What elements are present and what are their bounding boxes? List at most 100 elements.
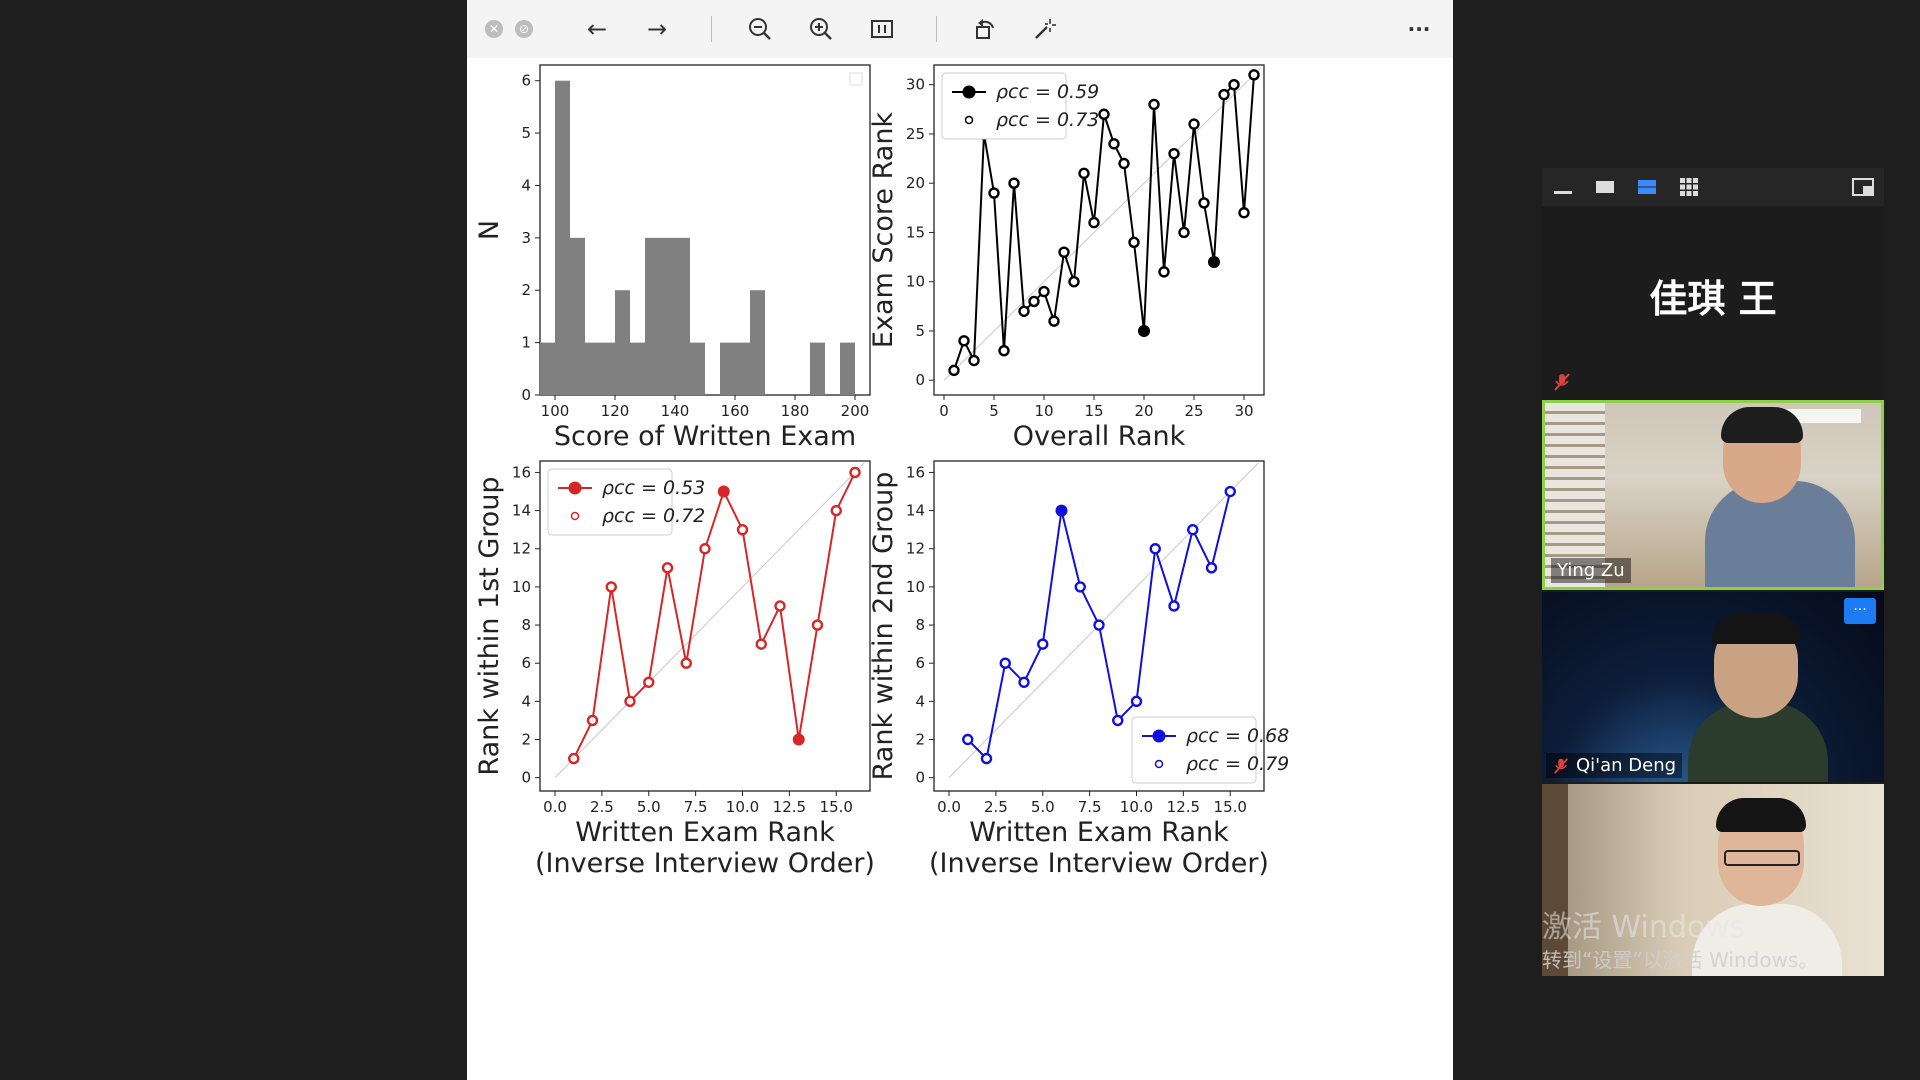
y-axis-label: N <box>474 220 505 240</box>
data-point <box>1068 276 1080 288</box>
gallery-strip-icon[interactable] <box>1636 178 1658 196</box>
data-point <box>1158 266 1170 278</box>
legend-filled-marker <box>962 85 976 99</box>
fit-page-button[interactable] <box>864 12 900 46</box>
gallery-grid-icon[interactable] <box>1678 178 1700 196</box>
participants-panel: 佳琪 王 Ying Zu ··· Qi'an Deng <box>1542 168 1884 976</box>
x-tick-label: 12.5 <box>773 798 806 816</box>
data-point <box>1018 676 1030 688</box>
x-axis-label-line2: (Inverse Interview Order) <box>535 848 875 879</box>
video-feed <box>1542 784 1884 976</box>
more-options-button[interactable]: ··· <box>1407 17 1431 41</box>
x-tick-label: 0.0 <box>937 798 961 816</box>
data-point <box>811 619 824 631</box>
participant-name-large: 佳琪 王 <box>1649 277 1777 321</box>
close-window-button[interactable]: ✕ <box>485 20 503 38</box>
participant-more-button[interactable]: ··· <box>1844 598 1876 624</box>
exit-popout-icon[interactable] <box>1852 178 1874 196</box>
legend-open-marker <box>1154 759 1164 769</box>
data-point <box>988 187 1000 199</box>
y-tick-label: 16 <box>512 463 531 481</box>
data-point <box>1248 69 1260 81</box>
data-point <box>849 466 861 479</box>
y-tick-label: 8 <box>521 616 531 634</box>
back-button[interactable]: ← <box>579 12 615 46</box>
y-tick-label: 4 <box>521 692 531 710</box>
data-point <box>1218 88 1230 101</box>
data-point-filled <box>1138 324 1150 337</box>
participant-tile[interactable]: 佳琪 王 <box>1542 206 1884 398</box>
y-tick-label: 15 <box>906 223 925 241</box>
rotate-button[interactable] <box>967 12 1003 46</box>
rotate-icon <box>976 19 994 39</box>
y-tick-label: 10 <box>512 578 531 596</box>
minimize-icon[interactable] <box>1552 178 1574 196</box>
forward-button[interactable]: → <box>639 12 675 46</box>
video-feed <box>1545 403 1881 587</box>
y-tick-label: 2 <box>521 281 531 299</box>
x-tick-label: 10.0 <box>1120 798 1153 816</box>
data-point <box>1168 600 1180 612</box>
data-point <box>1178 226 1190 239</box>
y-tick-label: 1 <box>521 334 531 352</box>
fit-page-icon <box>871 20 893 38</box>
histogram-bar <box>690 342 705 395</box>
data-point <box>699 543 711 555</box>
x-tick-label: 0.0 <box>543 798 567 816</box>
histogram-bar <box>645 237 660 395</box>
y-tick-label: 6 <box>521 654 531 672</box>
zoom-in-button[interactable] <box>803 12 839 46</box>
x-tick-label: 10 <box>1034 402 1053 420</box>
histogram-bar <box>570 237 585 395</box>
x-axis-label: Overall Rank <box>1013 421 1186 452</box>
participant-tile[interactable] <box>1542 784 1884 976</box>
watermark-subtitle: 转到“设置”以激活 Windows。 <box>1542 948 1819 972</box>
data-point <box>736 523 749 536</box>
y-tick-label: 0 <box>521 769 531 787</box>
y-tick-label: 2 <box>521 730 531 748</box>
histogram-bar <box>840 342 855 395</box>
x-tick-label: 200 <box>841 402 870 420</box>
legend-open-marker <box>964 115 974 125</box>
data-point <box>1238 207 1250 219</box>
y-axis-label: Exam Score Rank <box>868 112 899 348</box>
zoom-out-button[interactable] <box>742 12 778 46</box>
data-point <box>1228 79 1240 91</box>
x-axis-label-line2: (Inverse Interview Order) <box>929 848 1269 879</box>
magic-wand-button[interactable] <box>1027 12 1063 46</box>
minimize-window-button[interactable]: ⊘ <box>515 20 533 38</box>
participant-name-label: Ying Zu <box>1551 558 1631 583</box>
arrow-left-icon: ← <box>586 15 608 43</box>
y-tick-label: 14 <box>512 502 531 520</box>
x-tick-label: 2.5 <box>984 798 1008 816</box>
x-tick-label: 180 <box>781 402 810 420</box>
participant-tile[interactable]: ··· Qi'an Deng <box>1542 592 1884 782</box>
data-point <box>1018 305 1030 317</box>
histogram-bar <box>540 342 555 395</box>
data-point <box>1205 562 1218 574</box>
arrow-right-icon: → <box>646 15 668 43</box>
histogram-bar <box>660 237 675 395</box>
y-tick-label: 0 <box>521 386 531 404</box>
y-tick-label: 4 <box>915 692 925 710</box>
x-tick-label: 5.0 <box>1031 798 1055 816</box>
data-point <box>624 695 636 708</box>
data-point <box>1188 118 1200 130</box>
plot-frame <box>539 64 871 396</box>
participant-tile-active[interactable]: Ying Zu <box>1542 400 1884 590</box>
x-tick-label: 15 <box>1084 402 1103 420</box>
legend-label-open: ρcc = 0.72 <box>602 505 705 527</box>
toolbar-divider <box>936 16 937 42</box>
data-point <box>605 581 617 593</box>
muted-mic-icon <box>1554 373 1570 391</box>
data-point <box>680 657 692 669</box>
panel-toolbar <box>1542 168 1884 206</box>
magic-wand-icon <box>1035 19 1056 39</box>
y-tick-label: 3 <box>521 229 531 247</box>
data-point <box>1074 581 1086 593</box>
participant-name-label: Qi'an Deng <box>1576 755 1677 776</box>
data-point <box>1008 177 1020 189</box>
speaker-view-icon[interactable] <box>1594 178 1616 196</box>
legend-open-marker <box>570 511 580 521</box>
